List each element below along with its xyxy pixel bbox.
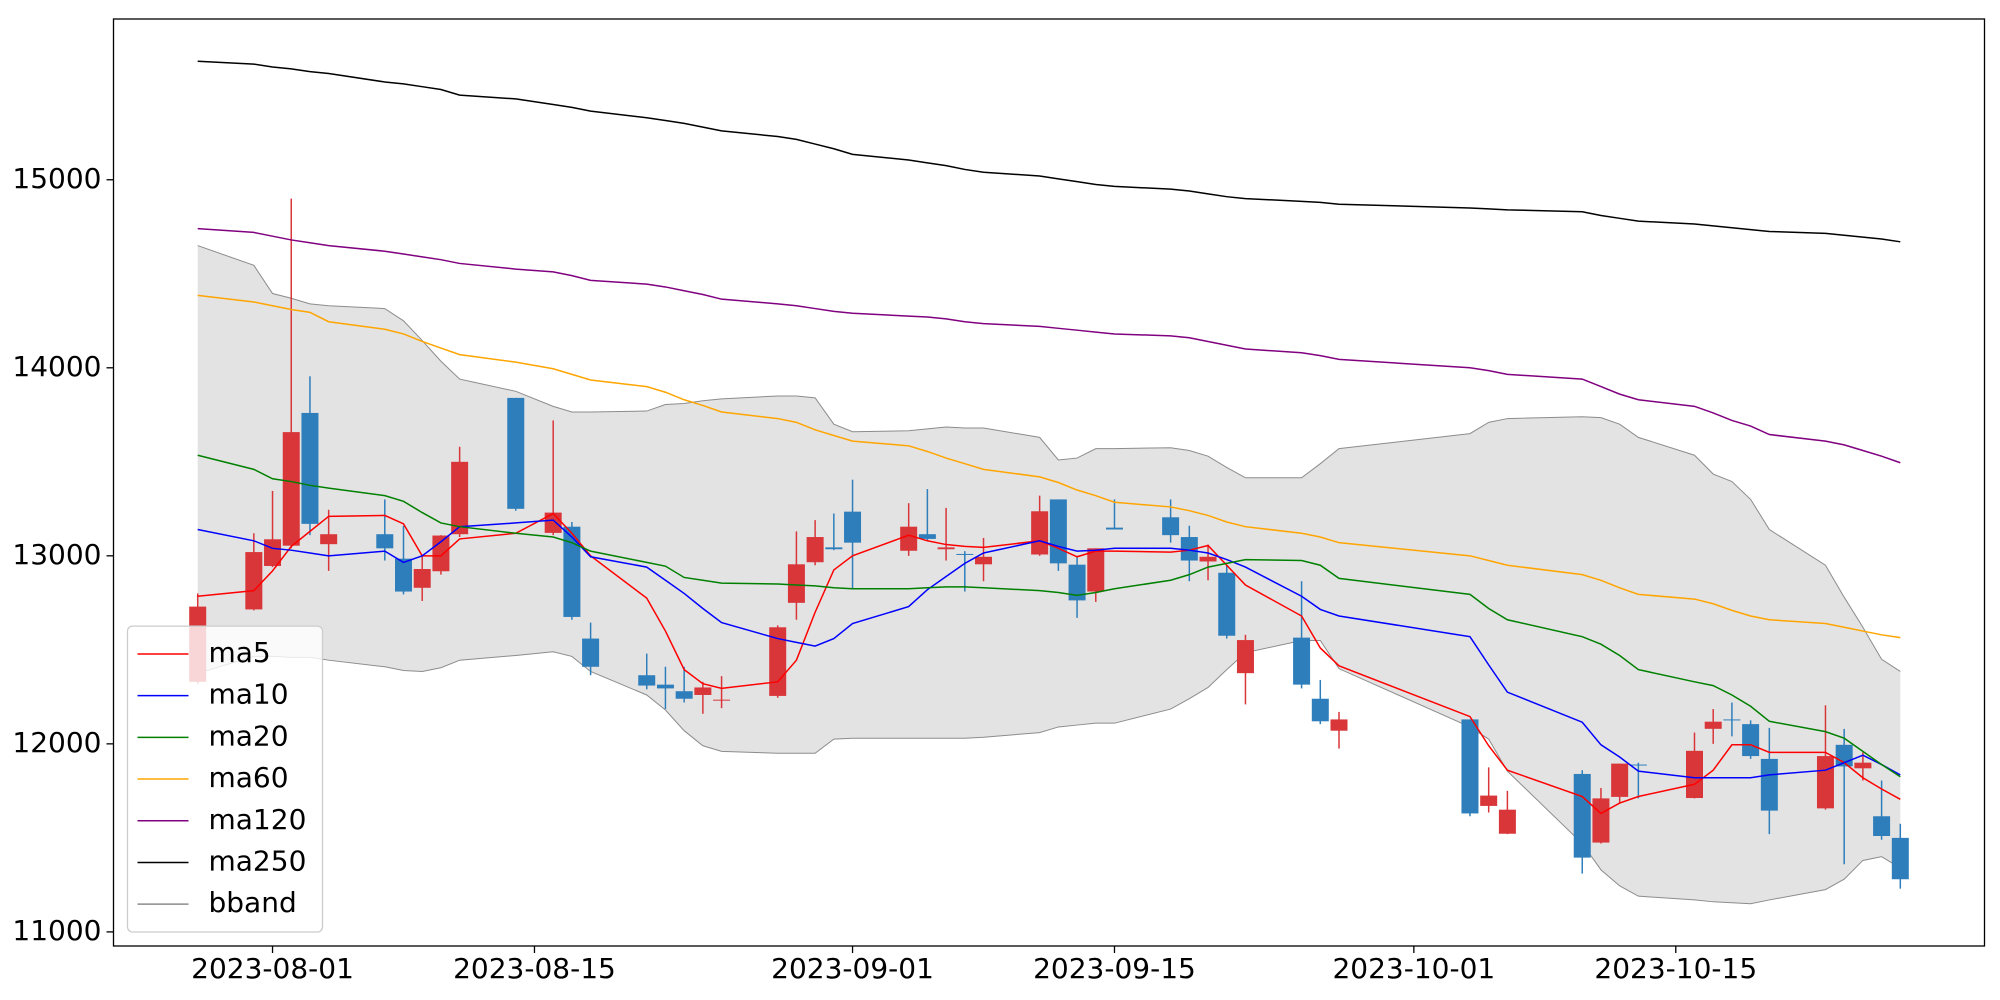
candle-body xyxy=(1760,758,1778,811)
candle-body xyxy=(1087,548,1105,592)
candle-body xyxy=(1611,763,1629,797)
legend-label: ma250 xyxy=(209,844,307,877)
candle-body xyxy=(1629,764,1647,766)
ma-line xyxy=(197,60,1901,243)
candle-body xyxy=(1068,564,1086,601)
candle-body xyxy=(1461,719,1479,814)
candle-body xyxy=(1236,640,1254,674)
candle-body xyxy=(1742,724,1760,757)
candle-body xyxy=(1311,698,1329,722)
y-tick-label: 12000 xyxy=(12,726,101,759)
candle-body xyxy=(787,564,805,603)
candle-body xyxy=(395,558,413,592)
x-tick-label: 2023-10-01 xyxy=(1332,952,1495,985)
candle-body xyxy=(1816,756,1834,809)
legend-label: ma120 xyxy=(209,803,307,836)
legend: ma5 ma10 ma20 ma60 ma120 ma250 bband xyxy=(126,625,324,933)
candle-body xyxy=(956,553,974,555)
ma-line xyxy=(197,454,1901,778)
candle-body xyxy=(638,675,656,686)
y-tick-label: 11000 xyxy=(12,914,101,947)
x-tick-label: 2023-08-15 xyxy=(453,952,616,985)
candle-body xyxy=(675,691,693,699)
y-tick-label: 14000 xyxy=(12,350,101,383)
x-tick-label: 2023-10-15 xyxy=(1594,952,1757,985)
candle-body xyxy=(1723,719,1741,721)
plot-area xyxy=(189,60,1909,905)
candle-body xyxy=(245,552,263,610)
axes-frame xyxy=(112,18,1986,947)
candle-body xyxy=(1891,837,1909,880)
candle-body xyxy=(451,461,469,535)
candle-body xyxy=(320,534,338,545)
candle-body xyxy=(582,638,600,667)
candle-body xyxy=(975,556,993,565)
band-lower xyxy=(197,639,1901,905)
ma-line xyxy=(197,519,1901,779)
candle-body xyxy=(1873,816,1891,837)
candle-body xyxy=(1031,511,1049,555)
candle-body xyxy=(900,526,918,551)
candle-body xyxy=(1854,762,1872,769)
candle-body xyxy=(1180,537,1198,561)
candle-body xyxy=(282,432,300,546)
candle-body xyxy=(1330,719,1348,731)
candle-body xyxy=(844,511,862,543)
candle-body xyxy=(301,412,319,524)
candle-body xyxy=(694,687,712,695)
legend-box xyxy=(126,625,324,933)
candle-body xyxy=(563,526,581,617)
candle-body xyxy=(544,512,562,533)
legend-label: ma10 xyxy=(209,678,289,711)
candle-body xyxy=(937,547,955,550)
candle-body xyxy=(1199,556,1217,562)
candle-body xyxy=(806,537,824,563)
candle-body xyxy=(1049,499,1067,564)
candle-body xyxy=(413,568,431,588)
ma-line xyxy=(197,227,1901,464)
candle-body xyxy=(1218,572,1236,636)
candle-body xyxy=(1105,527,1123,530)
y-tick-label: 13000 xyxy=(12,538,101,571)
candle-body xyxy=(1685,750,1703,799)
ma-line xyxy=(197,512,1901,815)
candle-body xyxy=(1162,517,1180,536)
candle-body xyxy=(769,627,787,696)
candle-body xyxy=(1293,637,1311,685)
candle-body xyxy=(1592,798,1610,843)
candle-body xyxy=(1704,721,1722,729)
band-fill xyxy=(197,245,1901,904)
candle-body xyxy=(507,397,525,509)
x-tick-label: 2023-09-15 xyxy=(1033,952,1196,985)
candle-body xyxy=(825,547,843,550)
x-tick-label: 2023-09-01 xyxy=(771,952,934,985)
candle-body xyxy=(1480,795,1498,806)
candle-body xyxy=(713,699,731,701)
candle-body xyxy=(656,684,674,689)
candle-body xyxy=(1498,809,1516,834)
legend-label: ma20 xyxy=(209,719,289,752)
y-tick-label: 15000 xyxy=(12,162,101,195)
x-tick-label: 2023-08-01 xyxy=(191,952,354,985)
candle-body xyxy=(376,534,394,549)
ma-line xyxy=(197,294,1901,639)
legend-label: ma60 xyxy=(209,761,289,794)
band-upper xyxy=(197,245,1901,672)
legend-label: bband xyxy=(209,886,297,919)
candle-body xyxy=(1573,773,1591,858)
legend-label: ma5 xyxy=(209,636,271,669)
candle-body xyxy=(918,534,936,539)
